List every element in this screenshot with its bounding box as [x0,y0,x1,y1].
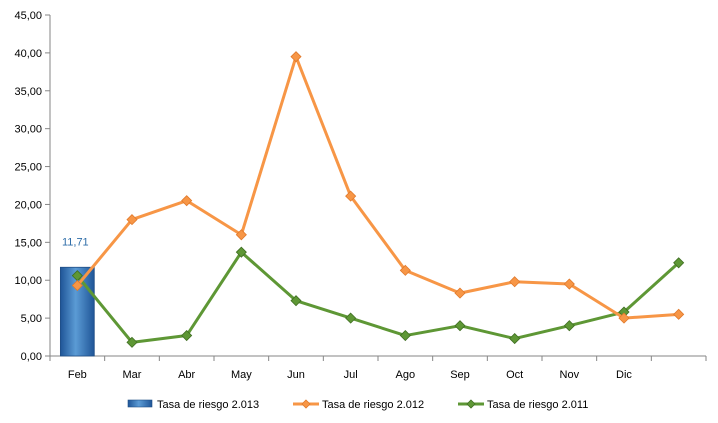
line-point [454,287,466,299]
x-tick-label: May [231,369,252,381]
line-point [673,308,685,320]
line-point [235,246,247,258]
x-tick-label: Ago [396,369,416,381]
x-tick-label: Feb [68,369,87,381]
x-tick-label: Mar [123,369,142,381]
y-tick-label: 25,00 [14,162,42,174]
line-point [563,320,575,332]
line-point [126,214,138,226]
x-tick-label: Jul [344,369,358,381]
x-tick-label: Dic [616,369,632,381]
x-tick-label: Jun [287,369,305,381]
y-tick-label: 40,00 [14,48,42,60]
line-point [399,329,411,342]
line-point [618,312,630,324]
line-point [563,278,575,290]
line-point [345,312,357,324]
y-tick-label: 0,00 [21,351,42,363]
legend-item: Tasa de riesgo 2.012 [293,399,424,411]
legend-item: Tasa de riesgo 2.011 [458,399,588,411]
line-point [399,264,411,276]
y-tick-label: 5,00 [21,313,42,325]
y-tick-label: 45,00 [14,10,42,22]
y-tick-label: 30,00 [14,124,42,136]
y-tick-label: 15,00 [14,237,42,249]
legend-swatch [127,399,153,408]
axes: 0,00 5,00 10,00 15,00 20,00 25,00 30,00 35,00 40… [14,10,707,381]
data-labels: 11,71 [62,236,89,248]
line-point [345,190,357,202]
x-tick-label: Sep [450,369,470,381]
line-point [509,333,521,345]
line-point [290,51,302,63]
y-tick-label: 20,00 [14,199,42,211]
legend-item: Tasa de riesgo 2.013 [127,399,259,411]
bar-data-label: 11,71 [62,236,89,248]
series-tasa-de-riesgo-2-011 [71,246,685,348]
legend-label: Tasa de riesgo 2.012 [322,399,424,411]
x-tick-label: Oct [506,369,523,381]
line-series [71,51,685,348]
line-point [673,257,685,269]
y-tick-label: 35,00 [14,86,42,98]
line-point [126,336,138,348]
line-point [290,295,302,307]
series-line [76,250,680,344]
series-tasa-de-riesgo-2-012 [71,51,685,324]
line-point [301,399,311,409]
series-line [76,55,679,320]
line-point [466,399,476,409]
line-point [181,329,193,342]
line-point [454,320,466,332]
x-tick-label: Nov [560,369,580,381]
legend: Tasa de riesgo 2.013 Tasa de riesgo 2.012… [127,399,588,411]
line-point [235,229,247,241]
x-tick-label: Abr [178,369,195,381]
legend-label: Tasa de riesgo 2.013 [157,399,259,411]
y-tick-label: 10,00 [14,275,42,287]
legend-label: Tasa de riesgo 2.011 [487,399,588,411]
line-point [181,195,193,207]
line-point [509,276,521,288]
line-point [71,279,83,292]
